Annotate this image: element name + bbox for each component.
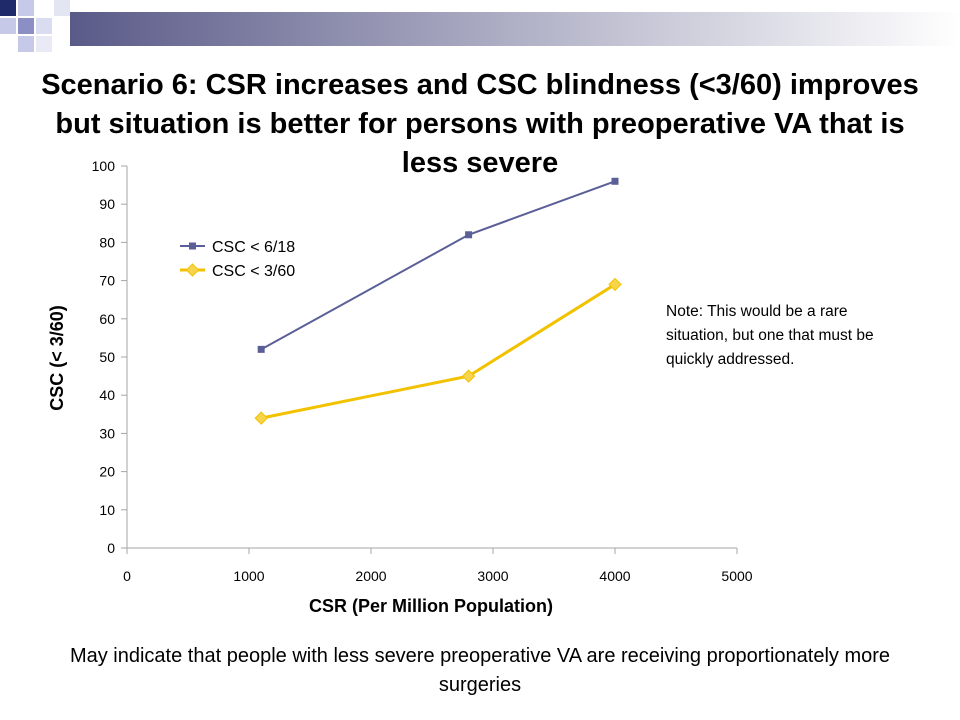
chart-note: Note: This would be a rare situation, bu… <box>666 303 874 368</box>
deco-square-pale <box>36 36 52 52</box>
y-tick-label: 50 <box>99 349 115 365</box>
y-tick-label: 90 <box>99 196 115 212</box>
deco-square-light <box>18 36 34 52</box>
data-point <box>465 231 473 239</box>
y-tick-label: 100 <box>92 158 116 174</box>
deco-square-light <box>18 0 34 16</box>
legend-marker <box>189 242 196 250</box>
slide-caption: May indicate that people with less sever… <box>69 645 891 696</box>
series-line <box>260 283 616 420</box>
chart-legend: CSC < 6/18 CSC < 3/60 <box>180 239 295 280</box>
deco-square-light <box>0 18 16 34</box>
legend-item: CSC < 3/60 <box>180 263 295 280</box>
y-tick-label: 20 <box>99 464 115 480</box>
x-tick-label: 0 <box>123 568 131 584</box>
y-tick-label: 40 <box>99 387 115 403</box>
y-tick-label: 70 <box>99 273 115 289</box>
y-axis: 0 10 20 30 40 50 60 70 80 90 100 <box>92 158 128 556</box>
data-point <box>461 369 476 383</box>
y-tick-label: 80 <box>99 234 115 250</box>
y-tick-label: 10 <box>99 502 115 518</box>
x-axis: 0 1000 2000 3000 4000 5000 <box>123 547 753 584</box>
series-line <box>260 180 616 351</box>
x-tick-label: 1000 <box>233 568 264 584</box>
header-gradient-bar <box>70 12 960 46</box>
series-1 <box>257 177 619 353</box>
legend-marker <box>185 263 200 277</box>
deco-square-light <box>36 18 52 34</box>
legend-item: CSC < 6/18 <box>180 239 295 256</box>
y-tick-label: 30 <box>99 425 115 441</box>
series-2 <box>254 277 622 425</box>
data-point <box>257 345 265 353</box>
legend-label: CSC < 3/60 <box>212 263 295 280</box>
slide-header-decoration <box>0 0 960 52</box>
series-layer <box>254 177 622 425</box>
y-tick-label: 0 <box>107 540 115 556</box>
x-tick-label: 5000 <box>721 568 752 584</box>
x-tick-label: 2000 <box>355 568 386 584</box>
y-tick-label: 60 <box>99 311 115 327</box>
x-tick-label: 4000 <box>599 568 630 584</box>
data-point <box>254 411 268 425</box>
data-point <box>611 177 619 185</box>
deco-square-pale <box>54 0 70 16</box>
legend-label: CSC < 6/18 <box>212 239 295 256</box>
deco-square-navy <box>0 0 16 16</box>
deco-square-mid <box>18 18 34 34</box>
x-tick-label: 3000 <box>477 568 508 584</box>
data-point <box>608 277 622 292</box>
y-axis-label: CSC (< 3/60) <box>47 305 67 411</box>
slide-title: Scenario 6: CSR increases and CSC blindn… <box>41 69 919 179</box>
x-axis-label: CSR (Per Million Population) <box>309 596 553 616</box>
